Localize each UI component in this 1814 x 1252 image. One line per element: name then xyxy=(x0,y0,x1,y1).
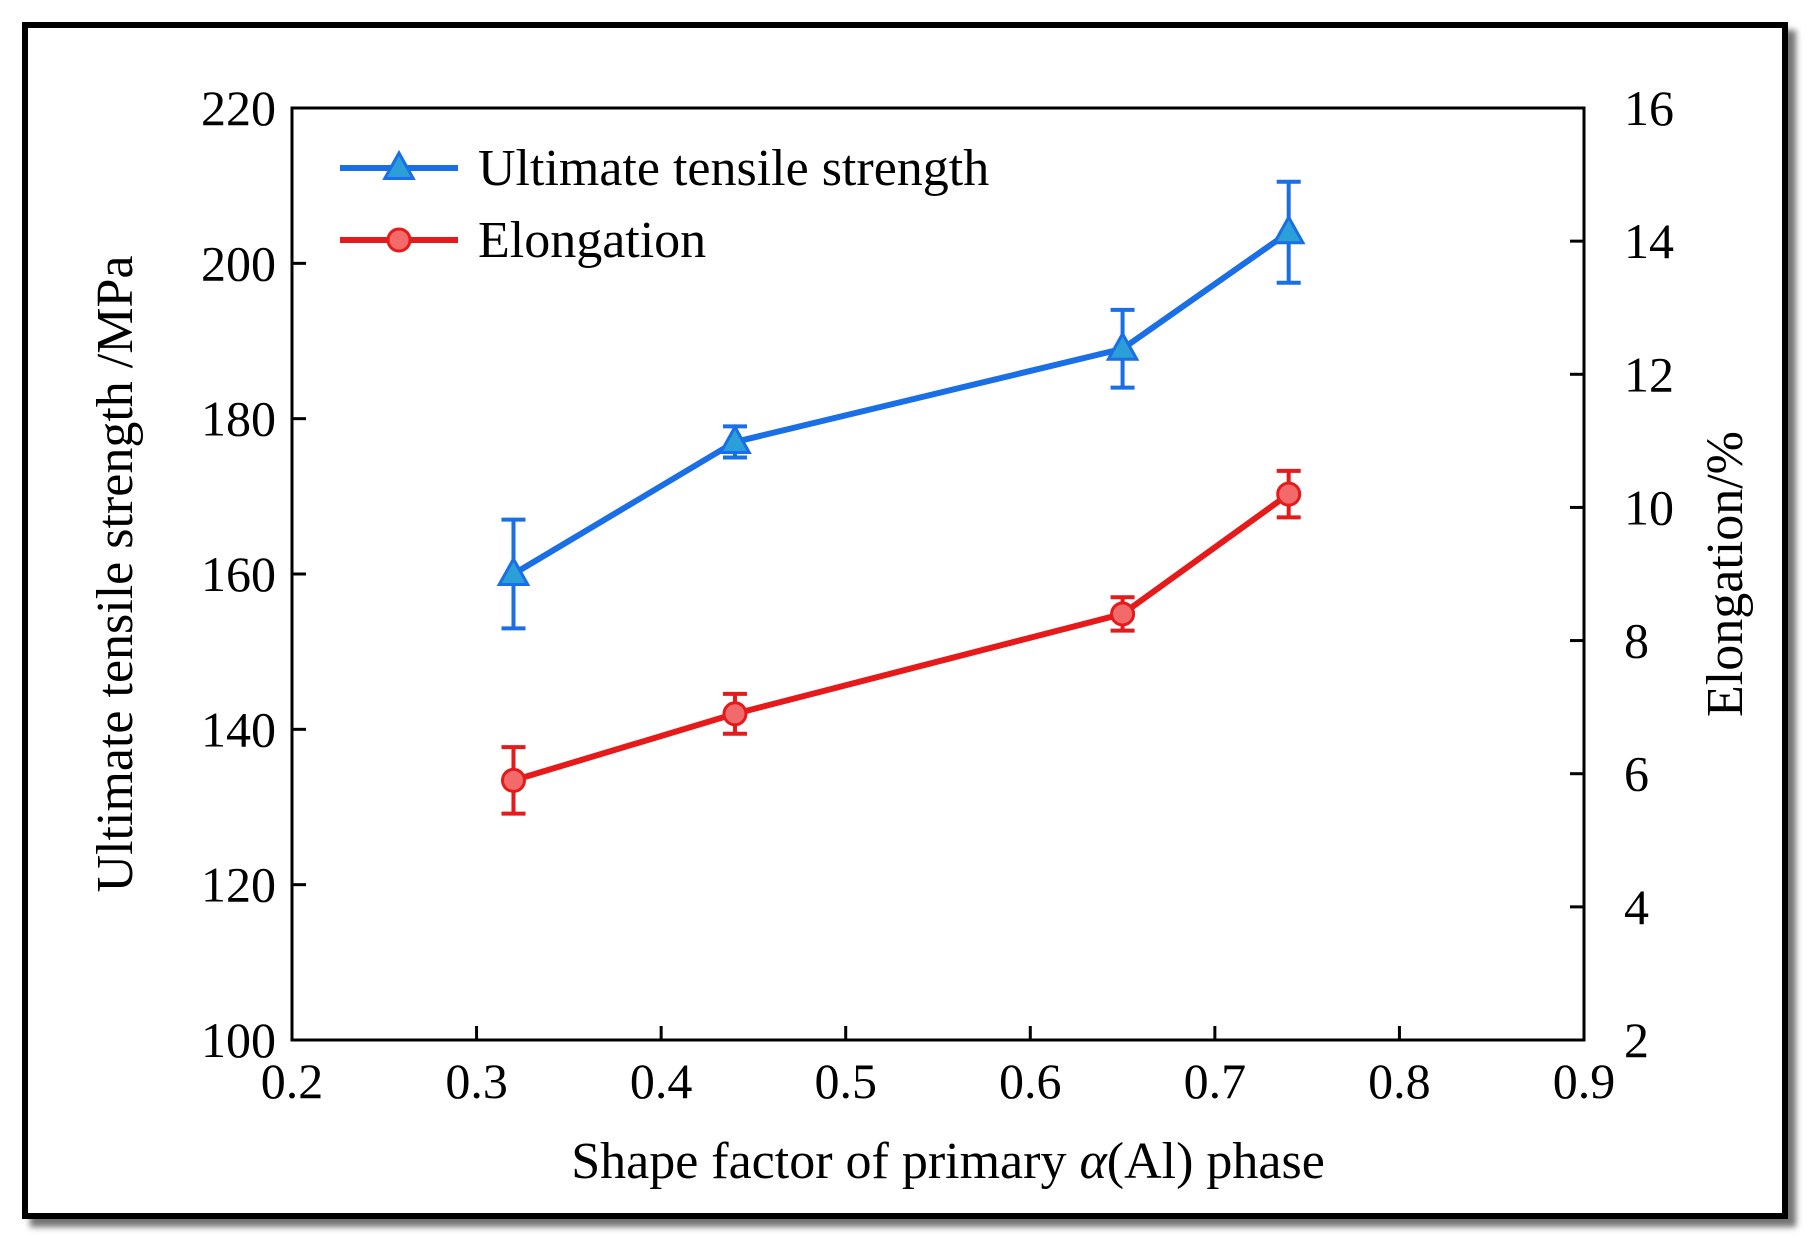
data-point-triangle xyxy=(718,423,752,454)
y-left-tick-label: 160 xyxy=(201,546,276,602)
legend-label: Elongation xyxy=(478,212,706,269)
y-left-axis-label: Ultimate tensile strength /MPa xyxy=(87,256,144,893)
x-tick-label: 0.4 xyxy=(630,1053,693,1109)
x-tick-label: 0.5 xyxy=(814,1053,877,1109)
y-right-tick-label: 10 xyxy=(1624,479,1674,535)
legend-label: Ultimate tensile strength xyxy=(478,140,989,197)
series-triangle xyxy=(496,179,1306,631)
y-left-tick-label: 100 xyxy=(201,1012,276,1068)
y-right-tick-label: 6 xyxy=(1624,746,1649,802)
data-point-circle xyxy=(722,701,748,727)
series-circle xyxy=(500,468,1302,816)
figure-frame xyxy=(22,22,1788,1219)
x-axis-label-part: (Al) phase xyxy=(1107,1133,1325,1190)
x-tick-label: 0.3 xyxy=(445,1053,508,1109)
series-layer xyxy=(496,179,1306,816)
y-left-tick-label: 220 xyxy=(201,80,276,136)
y-right-tick-label: 14 xyxy=(1624,213,1674,269)
data-point-triangle xyxy=(1271,214,1306,245)
ticks: 0.2 0.3 0.4 0.5 0.6 0.7 0.8 0.9 100 120 140 160 180 2… xyxy=(201,80,1674,1109)
data-point-circle xyxy=(500,767,526,793)
axis-labels: Shape factor of primary α(Al) phase Ultim… xyxy=(87,256,1754,1190)
x-axis-label-part: Shape factor of primary xyxy=(571,1133,1079,1190)
data-point-triangle xyxy=(1105,330,1140,361)
y-right-tick-label: 2 xyxy=(1624,1012,1649,1068)
y-left-tick-label: 120 xyxy=(201,857,276,913)
y-right-tick-label: 8 xyxy=(1624,613,1649,669)
y-right-tick-label: 12 xyxy=(1624,346,1674,402)
series-line xyxy=(511,229,1291,577)
x-tick-label: 0.8 xyxy=(1368,1053,1431,1109)
x-axis-label: Shape factor of primary α(Al) phase xyxy=(571,1133,1325,1190)
x-tick-label: 0.6 xyxy=(999,1053,1062,1109)
legend-marker-triangle xyxy=(382,149,416,180)
y-left-tick-label: 140 xyxy=(201,701,276,757)
data-point-circle xyxy=(1110,601,1136,627)
y-left-tick-label: 180 xyxy=(201,391,276,447)
y-right-tick-label: 16 xyxy=(1624,80,1674,136)
x-tick-label: 0.7 xyxy=(1184,1053,1247,1109)
data-point-circle xyxy=(1276,481,1302,507)
x-tick-label: 0.2 xyxy=(261,1053,324,1109)
series-line xyxy=(512,491,1291,784)
legend: Ultimate tensile strength Elongation xyxy=(340,140,989,269)
y-right-tick-label: 4 xyxy=(1624,879,1649,935)
legend-marker-circle xyxy=(386,227,412,253)
x-tick-label: 0.9 xyxy=(1553,1053,1616,1109)
x-axis-label-alpha: α xyxy=(1079,1133,1108,1190)
y-right-axis-label: Elongation/% xyxy=(1697,431,1754,717)
y-left-tick-label: 200 xyxy=(201,235,276,291)
data-point-triangle xyxy=(496,555,531,586)
